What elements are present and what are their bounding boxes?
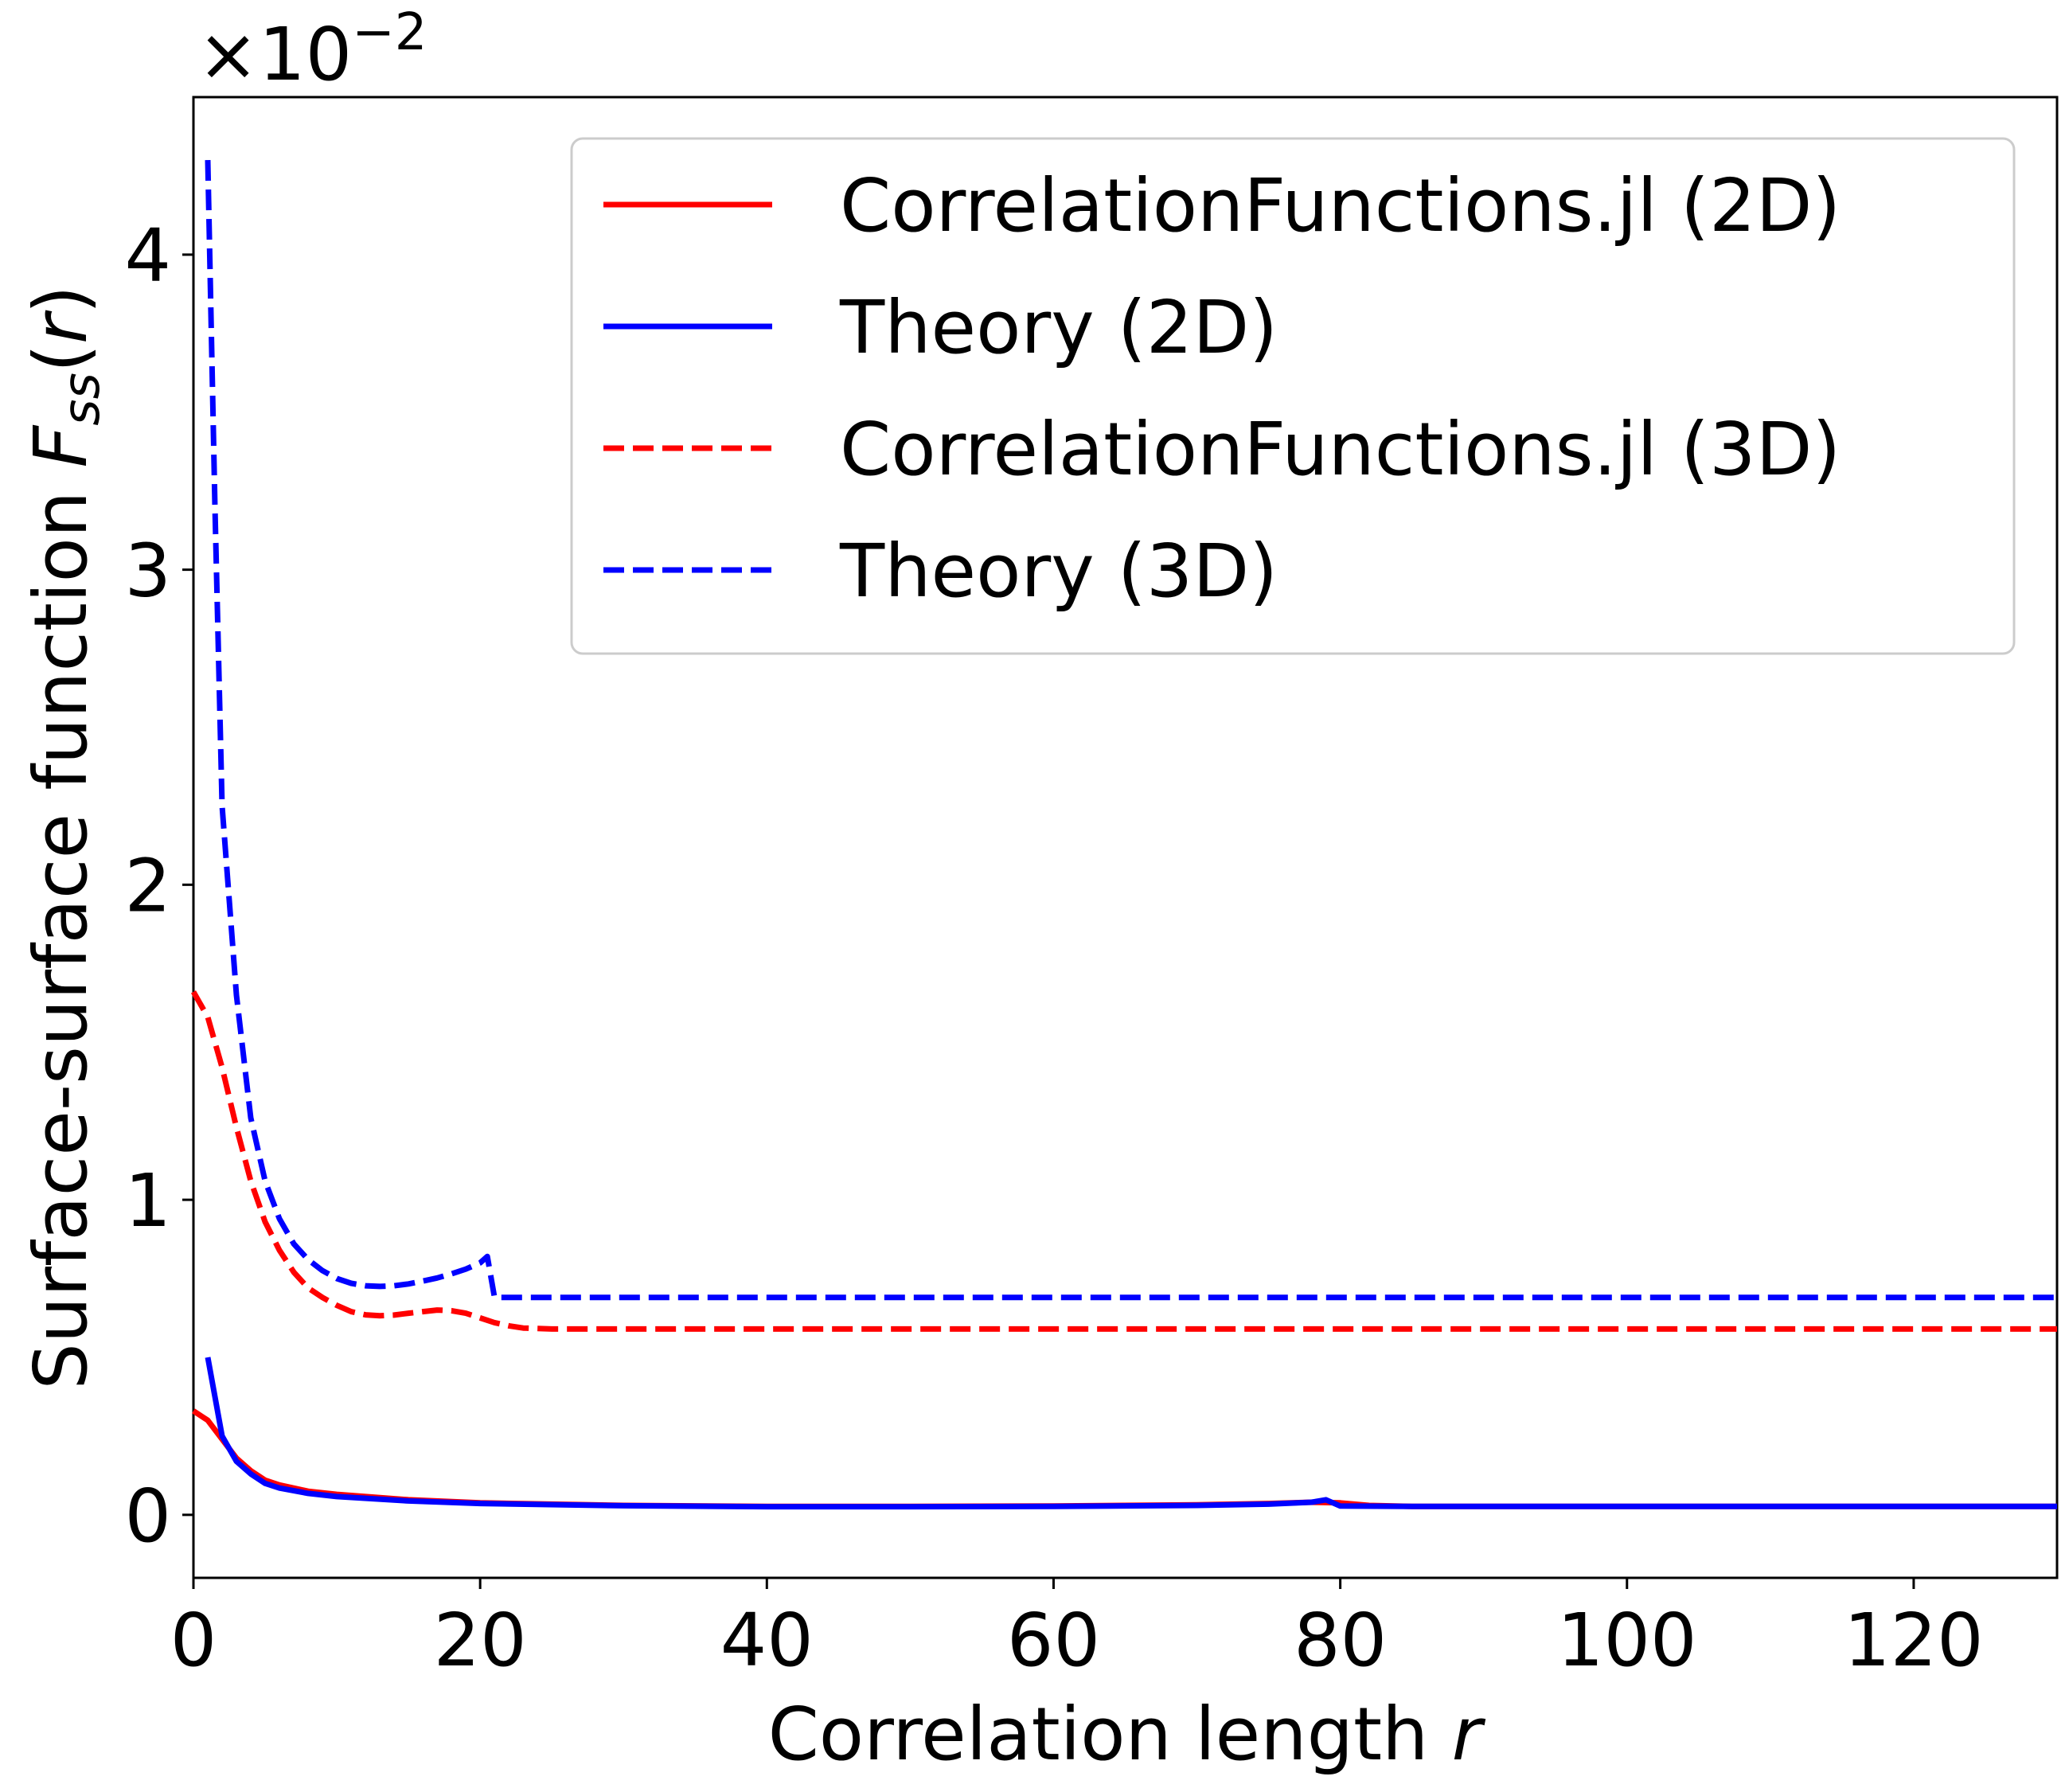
y-tick-label: 4 [124, 213, 171, 299]
x-tick-label: 80 [1294, 1598, 1387, 1683]
x-tick-label: 20 [434, 1598, 527, 1683]
legend-entries: CorrelationFunctions.jl (2D) Theory (2D) C… [603, 163, 1841, 614]
x-tick-label: 100 [1557, 1598, 1697, 1683]
legend-label-2: Theory (2D) [839, 285, 1278, 370]
series-line-4 [205, 160, 2057, 1301]
series-line-3 [190, 990, 2057, 1332]
series-layer [190, 160, 2057, 1510]
x-tick-label: 40 [720, 1598, 814, 1683]
y-offset-text: ×10−2 [197, 3, 427, 97]
legend-label-3: CorrelationFunctions.jl (3D) [840, 407, 1841, 492]
legend-label-4: Theory (3D) [839, 529, 1278, 614]
plot-frame [192, 96, 2059, 1579]
x-ticks: 0 20 40 60 80 100 120 [170, 1578, 1984, 1683]
y-ticks: 0 1 2 3 4 [124, 213, 193, 1559]
x-axis-label: Correlation length r [768, 1692, 1486, 1777]
x-tick-label: 60 [1007, 1598, 1100, 1683]
series-line-2 [205, 1357, 2057, 1510]
x-tick-label: 120 [1844, 1598, 1984, 1683]
y-tick-label: 3 [124, 529, 171, 614]
legend: CorrelationFunctions.jl (2D) Theory (2D) C… [570, 137, 2016, 655]
y-axis-label: Surface-surface function Fss(r) [18, 285, 111, 1389]
y-tick-label: 1 [124, 1158, 171, 1243]
series-line-1 [192, 1408, 2057, 1509]
x-tick-label: 0 [170, 1598, 217, 1683]
legend-label-1: CorrelationFunctions.jl (2D) [840, 163, 1841, 248]
y-tick-label: 2 [124, 843, 171, 928]
y-tick-label: 0 [124, 1474, 171, 1559]
legend-box [570, 137, 2016, 655]
